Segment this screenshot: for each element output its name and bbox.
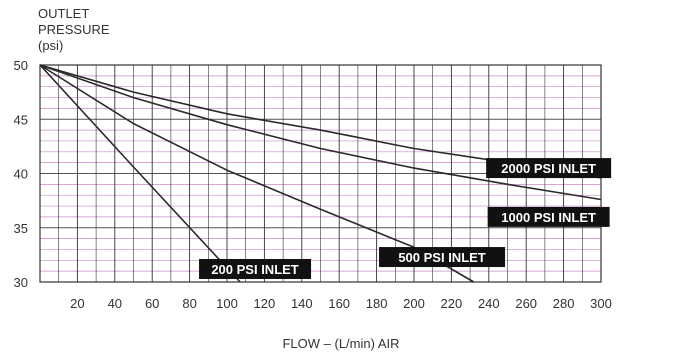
y-axis-title-line-3: (psi) [38,38,64,53]
series-line-3 [39,64,241,283]
series-labels: 2000 PSI INLET 1000 PSI INLET 500 PSI INLE… [199,158,612,279]
x-tick-label: 100 [216,296,238,311]
y-tick-label: 45 [14,112,28,127]
x-tick-label: 160 [328,296,350,311]
y-axis-title-line-1: OUTLET [38,6,90,21]
tick-labels: 30 35 40 45 50 20 40 60 80 100 120 140 160 180 200 220 2… [14,58,612,311]
series-label-3: 200 PSI INLET [211,262,298,277]
x-tick-label: 300 [590,296,612,311]
x-tick-label: 180 [366,296,388,311]
x-tick-label: 140 [291,296,313,311]
x-tick-label: 200 [403,296,425,311]
x-tick-label: 20 [70,296,84,311]
series-label-box-3 [199,258,312,279]
y-tick-label: 30 [14,275,28,290]
series-label-box-0 [486,158,612,179]
grid [39,64,602,283]
series-label-0: 2000 PSI INLET [501,161,596,176]
x-tick-label: 260 [515,296,537,311]
y-tick-label: 35 [14,221,28,236]
x-tick-label: 40 [108,296,122,311]
x-tick-label: 240 [478,296,500,311]
x-tick-label: 220 [441,296,463,311]
x-tick-label: 280 [553,296,575,311]
series-label-box-1 [487,206,610,227]
y-tick-label: 40 [14,167,28,182]
series-label-2: 500 PSI INLET [398,250,485,265]
x-tick-label: 80 [182,296,196,311]
x-tick-label: 120 [254,296,276,311]
x-axis-title: FLOW – (L/min) AIR [282,336,400,351]
series-label-1: 1000 PSI INLET [501,210,596,225]
x-tick-label: 60 [145,296,159,311]
y-axis-title-line-2: PRESSURE [38,22,110,37]
series-label-box-2 [379,247,506,268]
series-line-1 [39,64,602,201]
y-tick-label: 50 [14,58,28,73]
